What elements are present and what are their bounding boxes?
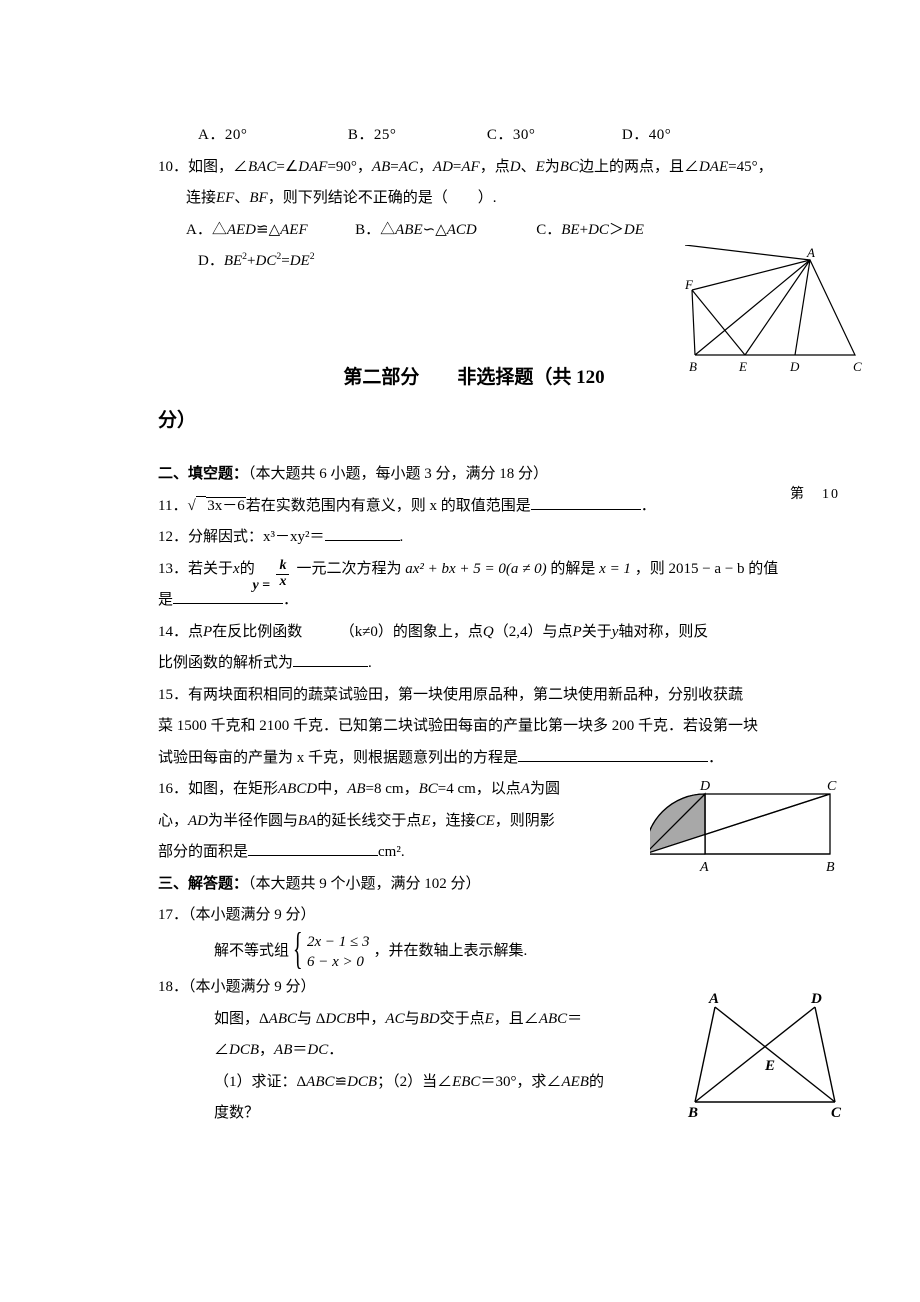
q12: 12．分解因式：x³－xy²＝. — [158, 522, 790, 554]
svg-text:B: B — [826, 860, 835, 875]
svg-text:D: D — [810, 991, 822, 1007]
q9-opt-a: A．20° — [198, 127, 247, 143]
q14-line2: 比例函数的解析式为. — [158, 648, 790, 680]
svg-text:B: B — [689, 359, 697, 374]
svg-text:C: C — [853, 359, 862, 374]
q16: 16．如图，在矩形ABCD中，AB=8 cm，BC=4 cm，以点A为圆 心，A… — [158, 774, 790, 869]
sec2-heading: 二、填空题：（本大题共 6 小题，每小题 3 分，满分 18 分） — [158, 459, 790, 491]
svg-text:A: A — [806, 245, 815, 260]
q17: 17．（本小题满分 9 分） 解不等式组 2x − 1 ≤ 3 6 − x > … — [158, 900, 790, 972]
q9-opt-c: C．30° — [487, 127, 536, 143]
svg-text:D: D — [699, 779, 710, 794]
figure-q10: A F B E D C — [685, 245, 880, 375]
q14: 14．点P在反比例函数 （k≠0）的图象上，点Q（2,4）与点P关于y轴对称，则… — [158, 617, 790, 649]
fig10-caption: 第 10 — [790, 480, 840, 509]
q11: 11．√3x－6若在实数范围内有意义，则 x 的取值范围是． — [158, 491, 790, 523]
q18: 18．（本小题满分 9 分） 如图，ΔABC与 ΔDCB中，AC与BD交于点E，… — [158, 972, 790, 1130]
figure-q16: D C E A B — [650, 774, 850, 884]
svg-text:A: A — [708, 991, 719, 1007]
q9-opt-b: B．25° — [348, 127, 397, 143]
svg-text:E: E — [738, 359, 747, 374]
svg-text:F: F — [685, 277, 694, 292]
svg-text:A: A — [699, 860, 709, 875]
q9-opt-d: D．40° — [622, 127, 671, 143]
q13: 13．若关于x的 y = k x 一元二一元二次方程为次方程为 ax² + bx… — [158, 554, 790, 586]
svg-text:D: D — [789, 359, 800, 374]
q15: 15．有两块面积相同的蔬菜试验田，第一块使用原品种，第二块使用新品种，分别收获蔬… — [158, 680, 790, 775]
part2-title-tail: 分） — [158, 401, 790, 441]
svg-text:B: B — [687, 1105, 698, 1117]
svg-text:C: C — [827, 779, 837, 794]
figure-q18: A D E B C — [685, 987, 855, 1117]
svg-text:C: C — [831, 1105, 842, 1117]
q9-options: A．20° B．25° C．30° D．40° — [198, 120, 790, 152]
svg-text:E: E — [764, 1058, 775, 1074]
